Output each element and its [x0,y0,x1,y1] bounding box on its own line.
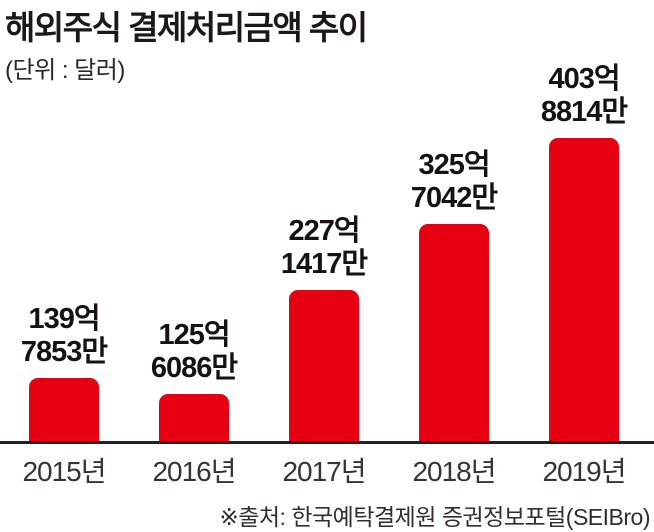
bar-value-label: 227억 1417만 [280,215,368,280]
chart-title: 해외주식 결제처리금액 추이 [5,9,368,46]
bar [549,138,619,441]
bar-group-2016년: 125억 6086만 [151,319,238,441]
x-axis-labels: 2015년 2016년 2017년 2018년 2019년 [0,450,654,487]
x-axis-label-2018년: 2018년 [412,456,496,487]
bar [29,378,99,441]
x-axis-label-2016년: 2016년 [152,456,236,487]
bar [419,224,489,441]
bar-group-2019년: 403억 8814만 [541,63,628,441]
bar-value-label: 125억 6086만 [150,319,238,384]
bar-group-2017년: 227억 1417만 [281,215,368,441]
x-axis-label-2017년: 2017년 [282,456,366,487]
bar [289,290,359,441]
unit-label: (단위 : 달러) [5,57,125,84]
bar-group-2015년: 139억 7853만 [21,303,108,441]
x-axis-label-2015년: 2015년 [22,456,106,487]
bar [159,394,229,441]
bar-value-label: 403억 8814만 [540,63,628,128]
bar-value-label: 325억 7042만 [410,149,498,214]
source-credit: ※출처: 한국예탁결제원 증권정보포털(SEIBro) [219,504,650,530]
bar-group-2018년: 325억 7042만 [411,149,498,441]
bar-value-label: 139억 7853만 [20,303,108,368]
x-axis-label-2019년: 2019년 [542,456,626,487]
chart-plot-area: 139억 7853만 125억 6086만 227억 1417만 325억 7042만 403억… [0,63,654,444]
